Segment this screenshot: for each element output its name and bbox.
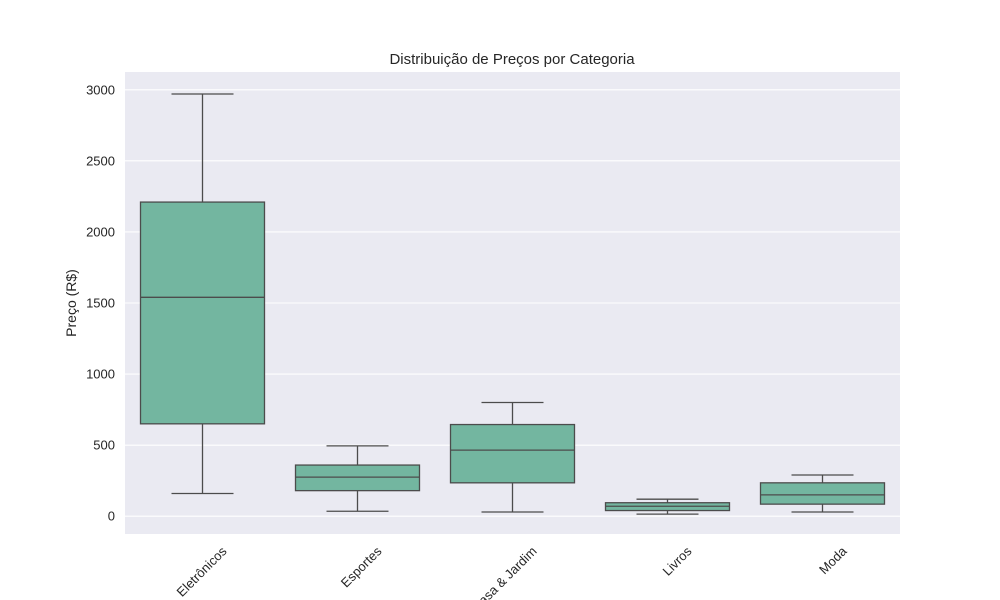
y-tick-label: 500 [93,438,115,453]
y-tick-label: 2500 [86,153,115,168]
box-2 [449,401,576,513]
x-tick-label: Livros [659,543,694,578]
y-tick-label: 0 [108,509,115,524]
y-tick-label: 1500 [86,296,115,311]
box-1 [294,445,421,512]
y-tick-label: 1000 [86,367,115,382]
x-tick-label: Eletrônicos [174,543,230,599]
y-tick-labels: 0 500 1000 1500 2000 2500 3000 [86,82,115,523]
iqr-box [759,482,886,505]
boxes [139,93,886,515]
x-tick-label: Casa & Jardim [469,544,540,600]
box-0 [139,93,266,495]
y-tick-label: 3000 [86,82,115,97]
chart-title: Distribuição de Preços por Categoria [389,51,635,68]
x-tick-label: Moda [816,543,850,577]
y-tick-label: 2000 [86,224,115,239]
iqr-box [139,201,266,425]
y-axis-label: Preço (R$) [63,269,79,337]
box-4 [759,474,886,513]
iqr-box [449,423,576,484]
x-tick-label: Esportes [338,543,385,590]
iqr-box [294,464,421,492]
box-3 [604,498,731,515]
x-tick-labels: Eletrônicos Esportes Casa & Jardim Livros Mo… [174,543,851,600]
